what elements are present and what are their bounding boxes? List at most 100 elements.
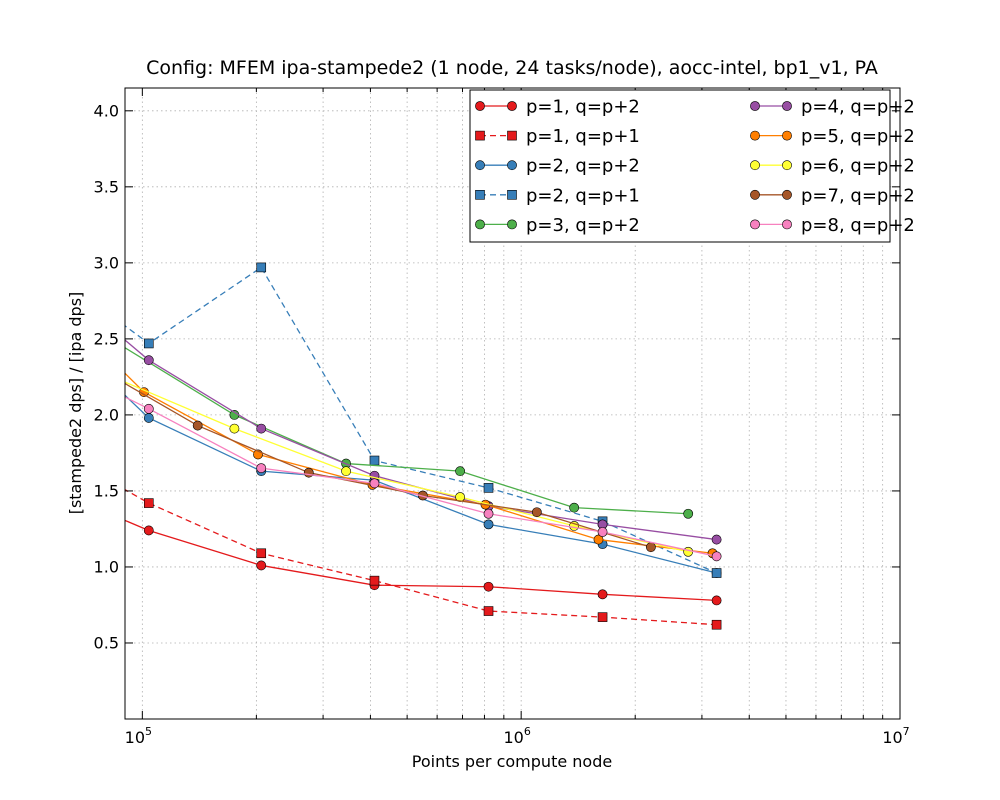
data-point [143, 498, 154, 508]
data-point [143, 413, 154, 423]
y-axis-label: [stampede2 dps] / [ipa dps] [66, 292, 85, 515]
legend-label: p=4, q=p+2 [801, 97, 915, 118]
series-10 [125, 396, 722, 562]
legend-label: p=7, q=p+2 [801, 185, 915, 206]
legend-marker [782, 130, 792, 141]
data-point [597, 527, 608, 537]
legend-marker [475, 160, 485, 171]
legend-item: p=6, q=p+2 [750, 156, 915, 177]
legend-label: p=1, q=p+2 [526, 97, 640, 118]
y-tick-label: 1.0 [94, 557, 119, 576]
legend-item: p=2, q=p+1 [475, 185, 640, 206]
data-point [483, 606, 494, 616]
legend-item: p=2, q=p+2 [475, 156, 640, 177]
legend-marker [782, 160, 792, 171]
series-9 [125, 382, 656, 553]
data-point [711, 619, 722, 630]
data-point [369, 478, 380, 489]
legend-marker [507, 101, 517, 111]
series-line [125, 519, 717, 602]
x-axis-label: Points per compute node [412, 752, 612, 771]
data-point [455, 466, 466, 477]
data-point [369, 455, 380, 466]
data-point [256, 463, 267, 474]
x-tick-label: 106 [503, 725, 530, 747]
data-point [229, 423, 240, 434]
legend-item: p=1, q=p+2 [475, 97, 640, 118]
y-tick-label: 2.5 [94, 329, 119, 348]
data-point [483, 581, 494, 592]
data-point [143, 525, 154, 536]
legend-marker [507, 219, 517, 230]
data-point [256, 548, 267, 559]
data-point [483, 483, 494, 493]
legend-label: p=1, q=p+1 [526, 126, 640, 147]
series-line [125, 488, 717, 626]
legend-marker [750, 101, 760, 111]
series-line [125, 372, 713, 554]
legend-item: p=1, q=p+1 [475, 126, 640, 147]
data-point [531, 507, 542, 518]
legend-marker [782, 219, 792, 230]
series-line [125, 339, 717, 541]
data-point [192, 420, 203, 431]
data-point [483, 519, 494, 530]
legend-marker [782, 101, 792, 111]
data-point [645, 542, 656, 553]
data-point [256, 560, 267, 571]
legend-frame [469, 89, 891, 243]
legend-item: p=3, q=p+2 [475, 215, 640, 236]
data-point [597, 612, 608, 622]
data-point [369, 575, 380, 586]
legend-marker [782, 189, 792, 200]
legend-marker [750, 189, 760, 200]
y-tick-label: 3.5 [94, 177, 119, 196]
series-6 [125, 339, 722, 545]
data-point [683, 546, 694, 557]
data-point [711, 551, 722, 562]
data-point [256, 423, 267, 434]
legend-label: p=3, q=p+2 [526, 215, 640, 236]
x-tick-label: 107 [882, 725, 909, 747]
legend-item: p=8, q=p+2 [750, 215, 915, 236]
legend-label: p=2, q=p+1 [526, 185, 640, 206]
data-point [683, 508, 694, 519]
legend-marker [475, 101, 485, 111]
data-point [711, 595, 722, 606]
data-point [303, 467, 314, 478]
y-tick-label: 2.0 [94, 405, 119, 424]
data-point [256, 262, 267, 273]
legend-item: p=4, q=p+2 [750, 97, 915, 118]
legend-item: p=7, q=p+2 [750, 185, 915, 206]
series-2 [125, 488, 722, 630]
legend-marker [750, 219, 760, 230]
legend-marker [507, 190, 517, 200]
y-tick-label: 1.5 [94, 481, 119, 500]
data-point [143, 403, 154, 414]
series-line [125, 394, 717, 574]
legend-marker [750, 130, 760, 141]
series-layer [125, 262, 722, 630]
legend-label: p=5, q=p+2 [801, 126, 915, 147]
legend-marker [475, 190, 485, 200]
data-point [593, 534, 604, 545]
legend-marker [475, 219, 485, 230]
series-line [125, 382, 652, 548]
legend-label: p=2, q=p+2 [526, 156, 640, 177]
chart-title: Config: MFEM ipa-stampede2 (1 node, 24 t… [146, 57, 878, 79]
legend: p=1, q=p+2 p=1, q=p+1 p=2, q=p+2 p=2, q=p+1… [469, 89, 915, 243]
data-point [483, 508, 494, 519]
y-tick-label: 0.5 [94, 633, 119, 652]
legend-item: p=5, q=p+2 [750, 126, 915, 147]
data-point [143, 355, 154, 366]
data-point [597, 589, 608, 600]
x-tick-label: 105 [125, 725, 152, 747]
data-point [569, 502, 580, 513]
series-3 [125, 394, 722, 578]
data-point [143, 338, 154, 349]
data-point [711, 534, 722, 545]
y-tick-label: 3.0 [94, 253, 119, 272]
series-4 [125, 262, 722, 578]
legend-marker [475, 130, 485, 141]
